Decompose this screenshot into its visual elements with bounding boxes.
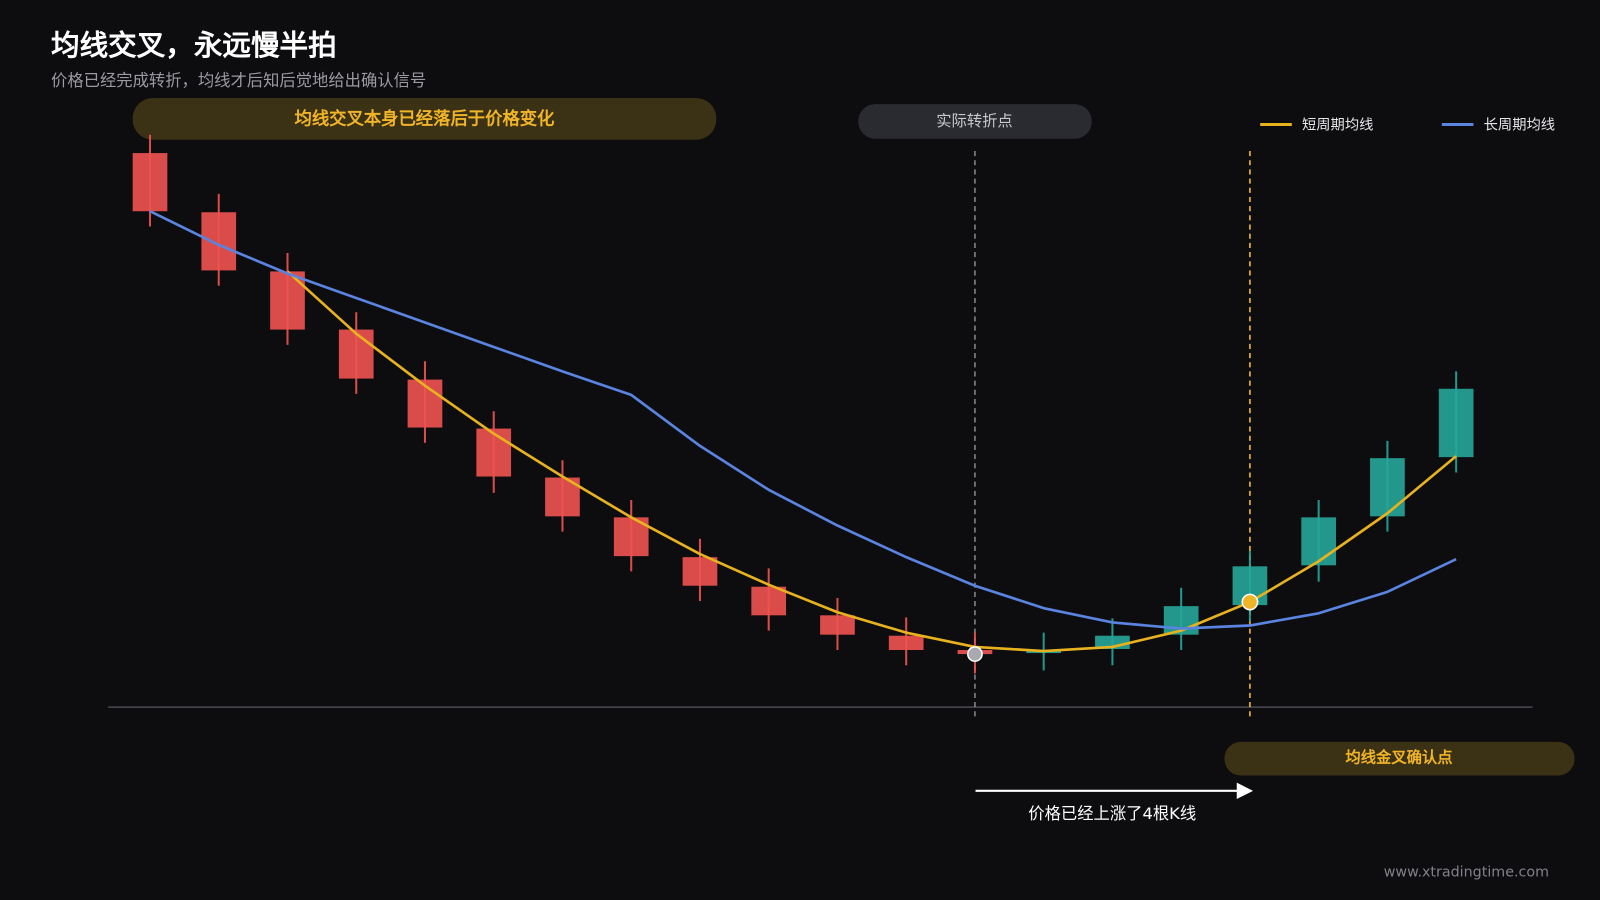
candle-body [476,428,512,477]
candle-body [682,557,718,586]
candle-body [751,586,787,616]
candle-body [888,635,924,650]
cross-marker [1241,593,1259,611]
chart-subtitle: 价格已经完成转折，均线才后知后觉地给出确认信号 [51,71,426,90]
candle-body [132,153,168,212]
turning-point-label: 实际转折点 [936,112,1013,130]
rise-note: 价格已经上涨了4根K线 [1028,804,1196,823]
ma-line [149,210,1457,630]
candle-body [201,212,237,271]
turning-point-pill [858,104,1092,139]
legend-label: 短周期均线 [1302,117,1373,134]
candle-body [1370,458,1405,517]
lag-note: 均线交叉本身已经落后于价格变化 [295,108,556,129]
arrow-head [1236,782,1254,799]
candle-body [407,379,443,428]
chart-title: 均线交叉，永远慢半拍 [51,28,337,62]
candle-body [820,615,855,635]
ma-line [286,270,1457,653]
lag-note-pill [132,97,717,140]
legend-label: 长周期均线 [1484,117,1555,134]
cross-point-label: 均线金叉确认点 [1345,749,1452,767]
watermark: www.xtradingtime.com [1384,864,1549,880]
cross-point-pill [1224,741,1575,776]
candle-body [338,329,374,379]
candle-body [1438,388,1474,458]
turning-marker [967,646,983,662]
candle-body [1301,517,1337,566]
candle-body [270,271,305,330]
